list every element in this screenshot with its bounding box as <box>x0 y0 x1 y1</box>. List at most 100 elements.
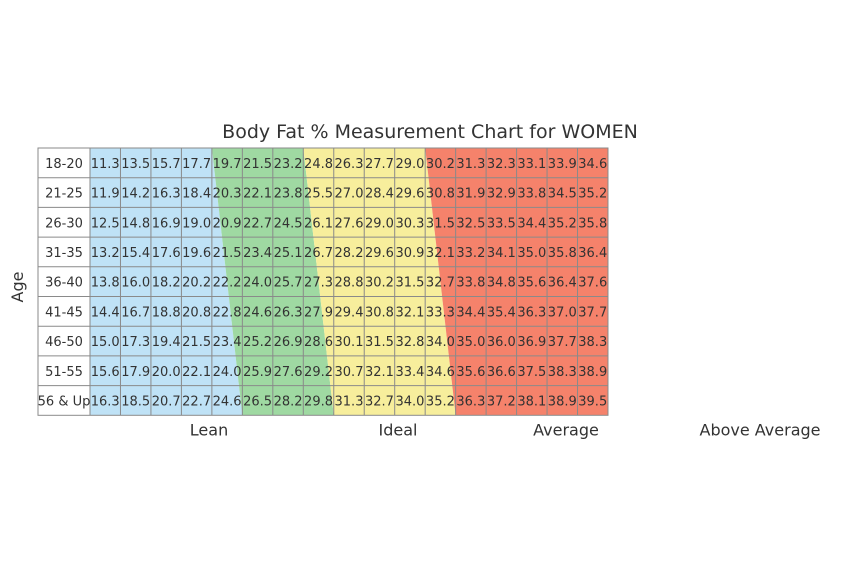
table-cell-value: 16.7 <box>121 305 150 320</box>
table-cell-value: 25.2 <box>243 335 272 350</box>
table-cell-value: 35.6 <box>456 365 485 380</box>
table-cell-value: 16.0 <box>121 276 150 291</box>
table-cell-value: 20.7 <box>152 394 181 409</box>
table-cell-value: 26.5 <box>243 394 272 409</box>
table-cell-value: 34.1 <box>487 246 516 261</box>
age-group-label: 21-25 <box>45 187 83 202</box>
table-cell-value: 32.1 <box>426 246 455 261</box>
table-cell-value: 16.9 <box>152 216 181 231</box>
table-cell-value: 24.5 <box>274 216 303 231</box>
table-cell-value: 37.7 <box>578 305 607 320</box>
table-cell-value: 37.7 <box>548 335 577 350</box>
table-cell-value: 11.9 <box>91 187 120 202</box>
table-cell-value: 35.8 <box>578 216 607 231</box>
table-border <box>37 147 609 416</box>
band-labels: Lean Ideal Average Above Average <box>190 420 821 439</box>
table-cell-value: 33.3 <box>426 305 455 320</box>
table-cell-value: 38.3 <box>578 335 607 350</box>
band-label: Lean <box>190 420 228 439</box>
table-cell-value: 33.2 <box>456 246 485 261</box>
table-cell-value: 13.8 <box>91 276 120 291</box>
table-cell-value: 15.0 <box>91 335 120 350</box>
table-cell-value: 26.3 <box>274 305 303 320</box>
table-cell-value: 34.6 <box>578 157 607 172</box>
table-cell-value: 32.3 <box>487 157 516 172</box>
table-cell-value: 27.6 <box>335 216 364 231</box>
table-cell-value: 23.2 <box>274 157 303 172</box>
table-cell-value: 21.5 <box>243 157 272 172</box>
age-group-label: 18-20 <box>45 157 83 172</box>
table-cell-value: 27.6 <box>274 365 303 380</box>
table-cell-value: 33.1 <box>517 157 546 172</box>
table-cell-value: 35.2 <box>578 187 607 202</box>
table-cell-value: 38.1 <box>517 394 546 409</box>
band-label: Above Average <box>700 420 821 439</box>
table-cell-value: 16.3 <box>91 394 120 409</box>
table-cell-value: 34.0 <box>426 335 455 350</box>
table-cell-value: 17.6 <box>152 246 181 261</box>
table-cell-value: 24.0 <box>213 365 242 380</box>
table-cell-value: 30.8 <box>426 187 455 202</box>
table-cell-value: 31.3 <box>335 394 364 409</box>
table-cell-value: 30.2 <box>365 276 394 291</box>
table-cell-value: 28.8 <box>335 276 364 291</box>
table-cell-value: 24.6 <box>243 305 272 320</box>
age-group-label: 31-35 <box>45 246 83 261</box>
table-cell-value: 36.3 <box>456 394 485 409</box>
table-cell-value: 29.6 <box>395 187 424 202</box>
table-cell-value: 35.8 <box>548 246 577 261</box>
table-cell-value: 31.5 <box>395 276 424 291</box>
table-cell-value: 36.4 <box>548 276 577 291</box>
table-cell-value: 17.9 <box>121 365 150 380</box>
age-group-label: 41-45 <box>45 305 83 320</box>
table-cell-value: 32.7 <box>365 394 394 409</box>
table-cell-value: 33.8 <box>456 276 485 291</box>
table-cell-value: 25.7 <box>274 276 303 291</box>
table-cell-value: 36.0 <box>487 335 516 350</box>
table-cell-value: 34.6 <box>426 365 455 380</box>
table-cell-value: 23.4 <box>213 335 242 350</box>
band-lean <box>90 148 243 416</box>
table-cell-value: 19.7 <box>213 157 242 172</box>
table-cell-value: 37.5 <box>517 365 546 380</box>
table-cell-value: 20.2 <box>182 276 211 291</box>
table-cell-value: 39.5 <box>578 394 607 409</box>
age-group-label: 51-55 <box>45 365 83 380</box>
table-cell-value: 29.0 <box>395 157 424 172</box>
table-cell-value: 20.8 <box>182 305 211 320</box>
table-cell-value: 22.2 <box>213 276 242 291</box>
age-group-labels: 18-20 21-25 26-30 31-35 36-40 41-45 46-50 51-55… <box>38 157 91 410</box>
table-cell-value: 21.5 <box>182 335 211 350</box>
table-cell-value: 38.9 <box>578 365 607 380</box>
table-cell-value: 17.7 <box>182 157 211 172</box>
y-axis-label: Age <box>8 272 27 303</box>
table-cell-value: 22.8 <box>213 305 242 320</box>
table-cell-value: 20.3 <box>213 187 242 202</box>
table-cell-value: 35.0 <box>517 246 546 261</box>
table-cell-value: 14.8 <box>121 216 150 231</box>
table-cell-value: 34.4 <box>517 216 546 231</box>
table-cell-value: 28.2 <box>335 246 364 261</box>
table-cell-value: 13.2 <box>91 246 120 261</box>
table-cell-value: 28.4 <box>365 187 394 202</box>
table-cell-value: 27.7 <box>365 157 394 172</box>
table-cell-value: 28.2 <box>274 394 303 409</box>
table-cell-value: 32.8 <box>395 335 424 350</box>
table-cell-value: 36.9 <box>517 335 546 350</box>
table-cell-value: 25.9 <box>243 365 272 380</box>
table-cell-value: 18.4 <box>182 187 211 202</box>
band-label: Average <box>533 420 599 439</box>
table-cell-value: 27.3 <box>304 276 333 291</box>
table-cell-value: 22.7 <box>182 394 211 409</box>
table-cell-value: 17.3 <box>121 335 150 350</box>
table-cell-value: 15.4 <box>121 246 150 261</box>
table-cell-value: 36.6 <box>487 365 516 380</box>
table-cell-value: 32.7 <box>426 276 455 291</box>
table-cell-value: 38.3 <box>548 365 577 380</box>
table-cell-value: 14.2 <box>121 187 150 202</box>
table-cell-value: 27.0 <box>335 187 364 202</box>
table-cell-value: 33.8 <box>517 187 546 202</box>
table-cell-value: 32.5 <box>456 216 485 231</box>
age-group-label: 46-50 <box>45 335 83 350</box>
table-cell-value: 36.3 <box>517 305 546 320</box>
